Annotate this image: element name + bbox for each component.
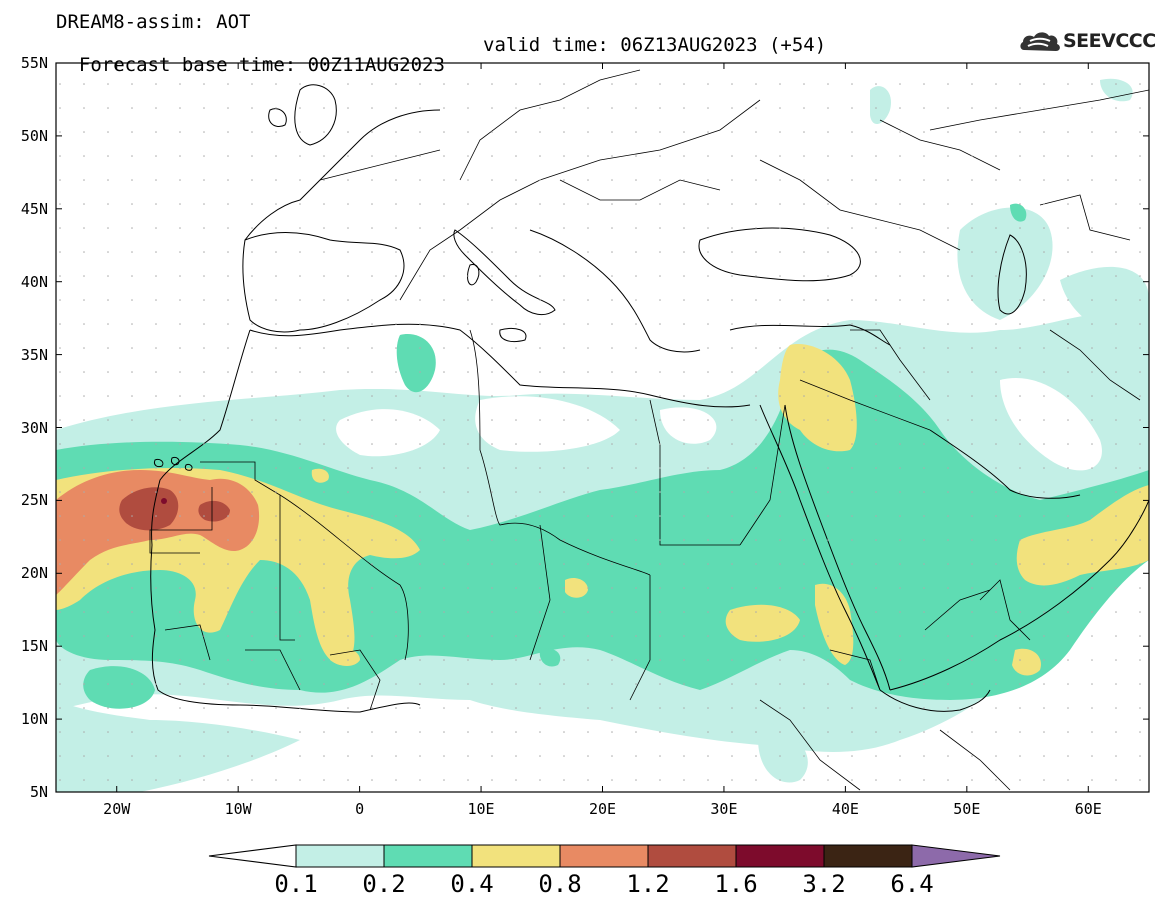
colorbar-label: 6.4 — [890, 870, 934, 898]
colorbar-box — [735, 844, 825, 868]
colorbar-box — [647, 844, 737, 868]
title-valid-time: valid time: 06Z13AUG2023 (+54) — [483, 34, 827, 56]
colorbar-label: 0.4 — [450, 870, 494, 898]
colorbar-label: 3.2 — [802, 870, 846, 898]
lat-label: 55N — [20, 54, 48, 72]
colorbar-over-triangle — [911, 844, 1001, 868]
lat-label: 10N — [20, 710, 48, 729]
lat-label: 30N — [20, 418, 48, 437]
colorbar-label: 0.1 — [274, 870, 318, 898]
lat-label: 25N — [20, 491, 48, 510]
lon-label: 0 — [355, 800, 365, 818]
colorbar-label: 0.8 — [538, 870, 582, 898]
lat-label: 15N — [20, 637, 48, 656]
colorbar-label: 1.2 — [626, 870, 670, 898]
lat-label: 20N — [20, 564, 48, 583]
lat-label: 5N — [29, 783, 48, 801]
lon-label: 50E — [953, 800, 981, 818]
colorbar-box — [471, 844, 561, 868]
lon-label: 60E — [1074, 800, 1102, 818]
axis-ticks — [56, 62, 1149, 793]
lat-label: 45N — [20, 199, 48, 218]
colorbar-box — [295, 844, 385, 868]
colorbar-label: 0.2 — [362, 870, 406, 898]
title-times: Forecast base time: 00Z11AUG2023 valid t… — [56, 35, 826, 95]
lon-label: 20E — [588, 800, 617, 818]
lat-label: 35N — [20, 345, 48, 364]
cloud-icon — [1020, 32, 1060, 51]
colorbar-under-triangle — [208, 844, 297, 868]
lon-label: 40E — [831, 800, 859, 818]
lat-label: 50N — [20, 126, 48, 145]
colorbar-box — [383, 844, 473, 868]
lon-label: 10E — [467, 800, 495, 818]
colorbar-box — [823, 844, 913, 868]
title-variable: DREAM8-assim: AOT — [56, 11, 251, 33]
colorbar-box — [559, 844, 649, 868]
colorbar-label: 1.6 — [714, 870, 758, 898]
lon-label: 20W — [103, 800, 131, 818]
lon-label: 30E — [710, 800, 738, 818]
lat-label: 40N — [20, 272, 48, 291]
lon-label: 10W — [224, 800, 252, 818]
title-base-time: Forecast base time: 00Z11AUG2023 — [78, 54, 445, 76]
logo-text: SEEVCCC — [1063, 30, 1156, 52]
